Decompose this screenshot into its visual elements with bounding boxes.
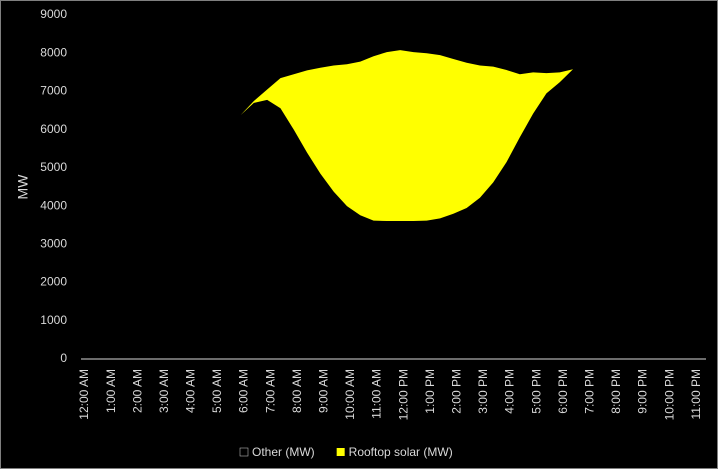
x-tick-label: 4:00 PM	[503, 369, 517, 414]
legend-label: Other (MW)	[252, 445, 315, 459]
x-tick-label: 12:00 AM	[77, 369, 91, 420]
x-tick-label: 3:00 AM	[157, 369, 171, 413]
y-axis-label: MW	[15, 174, 31, 200]
y-tick-label: 0	[60, 351, 67, 365]
legend-swatch	[239, 447, 249, 457]
y-tick-label: 3000	[40, 237, 67, 251]
y-tick-label: 6000	[40, 122, 67, 136]
area	[81, 50, 706, 222]
x-tick-label: 8:00 PM	[609, 369, 623, 414]
x-tick-label: 6:00 AM	[237, 369, 251, 413]
x-tick-label: 11:00 PM	[689, 369, 703, 419]
x-tick-label: 9:00 PM	[636, 369, 650, 414]
legend-swatch	[336, 448, 345, 456]
x-tick-label: 12:00 PM	[396, 369, 410, 420]
x-tick-label: 9:00 AM	[317, 369, 331, 413]
x-tick-label: 7:00 AM	[263, 369, 277, 413]
x-tick-label: 1:00 AM	[104, 369, 118, 413]
y-tick-label: 5000	[40, 160, 67, 174]
x-tick-label: 4:00 AM	[184, 369, 198, 413]
x-tick-label: 10:00 PM	[662, 369, 676, 420]
y-tick-label: 4000	[40, 198, 67, 212]
x-tick-label: 10:00 AM	[343, 369, 357, 420]
legend-label: Rooftop solar (MW)	[349, 445, 453, 459]
y-tick-label: 1000	[40, 313, 67, 327]
y-tick-label: 9000	[40, 7, 67, 21]
x-tick-label: 8:00 AM	[290, 369, 304, 413]
y-tick-label: 7000	[40, 84, 67, 98]
x-tick-label: 3:00 PM	[476, 369, 490, 414]
x-tick-label: 5:00 AM	[210, 369, 224, 413]
area	[81, 69, 706, 359]
x-tick-label: 7:00 PM	[582, 369, 596, 414]
x-tick-label: 2:00 PM	[450, 369, 464, 414]
x-tick-label: 5:00 PM	[529, 369, 543, 414]
x-tick-label: 6:00 PM	[556, 369, 570, 414]
x-tick-label: 2:00 AM	[130, 369, 144, 413]
y-tick-label: 8000	[40, 45, 67, 59]
x-tick-label: 1:00 PM	[423, 369, 437, 414]
x-tick-label: 11:00 AM	[370, 369, 384, 419]
y-tick-label: 2000	[40, 275, 67, 289]
